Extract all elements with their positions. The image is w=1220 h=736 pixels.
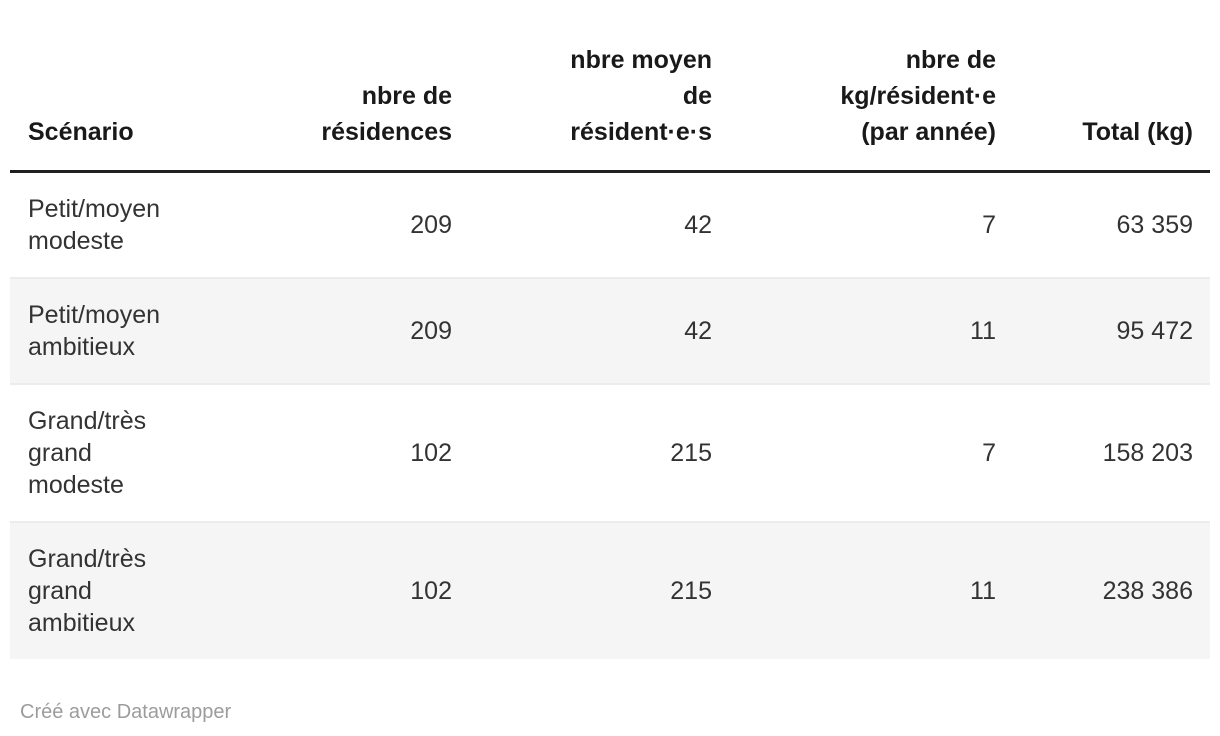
column-header-kg-per-resident: nbre de kg/résident·e (par année)	[729, 36, 1013, 173]
cell-scenario: Petit/moyen ambitieux	[28, 301, 161, 361]
cell-total-kg: 158 203	[1102, 439, 1193, 467]
table-header: Scénario nbre de résidences nbre moyen d…	[10, 36, 1210, 173]
table-row: Grand/très grand ambitieux 102 215 11 23…	[10, 522, 1210, 659]
column-header-scenario: Scénario	[10, 36, 200, 173]
table-footer: Créé avec Datawrapper	[20, 701, 1200, 723]
cell-kg-per-resident: 11	[970, 577, 996, 605]
cell-residences: 102	[410, 439, 452, 467]
table-row: Petit/moyen modeste 209 42 7 63 359	[10, 172, 1210, 279]
table-row: Petit/moyen ambitieux 209 42 11 95 472	[10, 278, 1210, 384]
datawrapper-attribution-link[interactable]: Créé avec Datawrapper	[20, 701, 232, 723]
column-header-residences: nbre de résidences	[200, 36, 469, 173]
cell-scenario: Petit/moyen modeste	[28, 195, 161, 255]
cell-kg-per-resident: 7	[982, 439, 996, 467]
cell-total-kg: 95 472	[1116, 317, 1193, 345]
cell-kg-per-resident: 7	[982, 211, 996, 239]
cell-scenario: Grand/très grand modeste	[28, 407, 147, 499]
cell-residences: 209	[410, 211, 452, 239]
cell-scenario: Grand/très grand ambitieux	[28, 545, 147, 637]
table-row: Grand/très grand modeste 102 215 7 158 2…	[10, 384, 1210, 522]
table-header-row: Scénario nbre de résidences nbre moyen d…	[10, 36, 1210, 173]
cell-avg-residents: 42	[684, 317, 712, 345]
cell-avg-residents: 215	[670, 577, 712, 605]
column-header-total-kg: Total (kg)	[1013, 36, 1210, 173]
cell-avg-residents: 215	[670, 439, 712, 467]
column-header-avg-residents: nbre moyen de résident·e·s	[469, 36, 729, 173]
scenario-table: Scénario nbre de résidences nbre moyen d…	[10, 36, 1210, 659]
cell-total-kg: 63 359	[1116, 211, 1193, 239]
table-body: Petit/moyen modeste 209 42 7 63 359 Peti…	[10, 172, 1210, 659]
cell-kg-per-resident: 11	[970, 317, 996, 345]
cell-total-kg: 238 386	[1102, 577, 1193, 605]
cell-residences: 209	[410, 317, 452, 345]
cell-residences: 102	[410, 577, 452, 605]
cell-avg-residents: 42	[684, 211, 712, 239]
